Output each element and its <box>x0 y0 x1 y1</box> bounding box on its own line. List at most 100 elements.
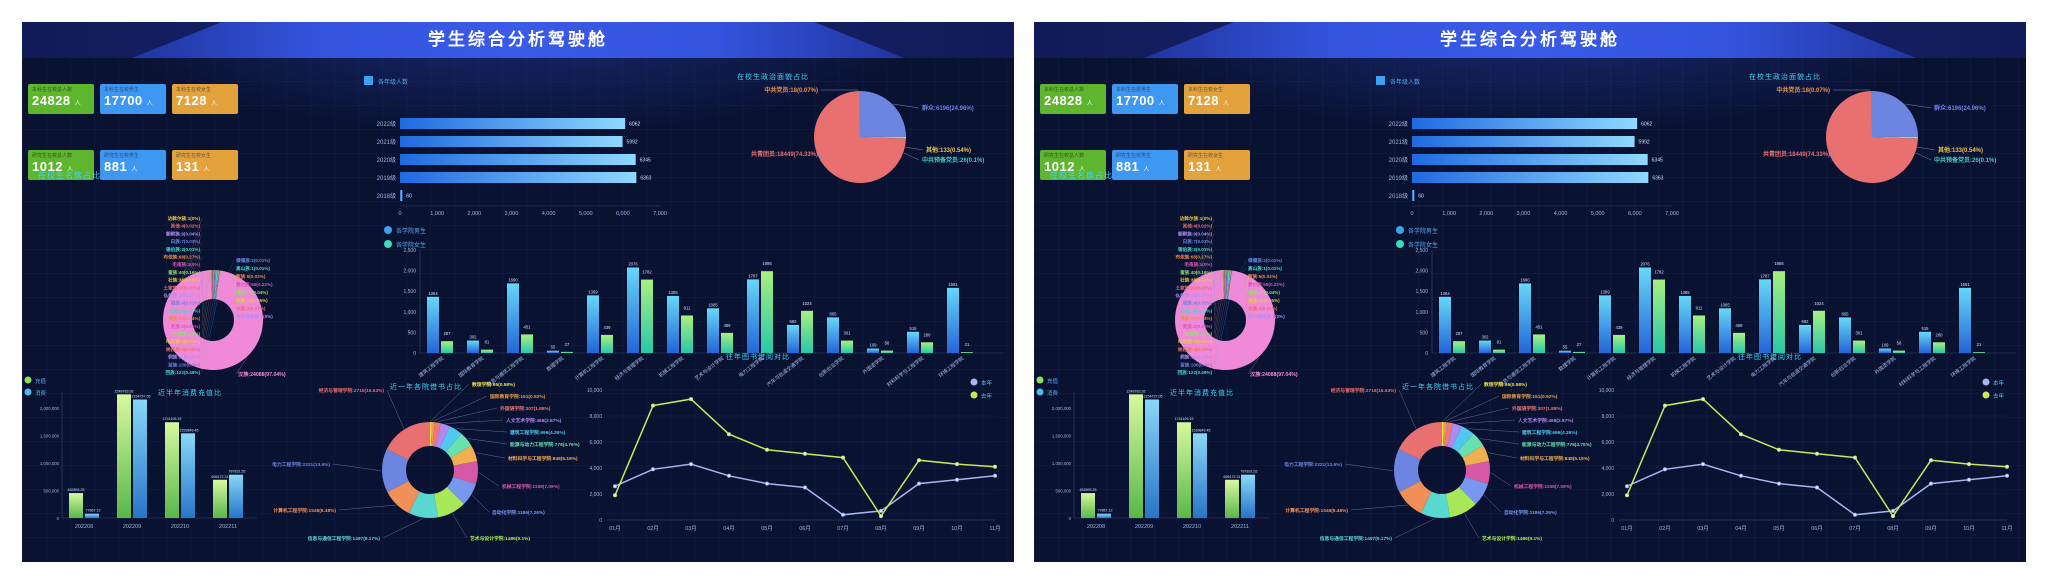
legend-item-recharge[interactable]: 充值 <box>24 376 47 386</box>
college-bar-male <box>1439 296 1451 353</box>
legend-item-library[interactable]: 去年 <box>1982 391 2005 401</box>
legend-item-recharge[interactable]: 充值 <box>1036 376 1059 386</box>
grade-bar-value: 6062 <box>629 122 640 128</box>
ethnic-slice-水族 <box>1227 270 1232 300</box>
pie-slice-中共预备党员 <box>860 137 906 139</box>
college-bar-female <box>641 279 653 353</box>
college-bar-male <box>1759 279 1771 353</box>
legend-item-college[interactable]: 各学院女生 <box>1396 240 1438 249</box>
svg-text:1,000: 1,000 <box>403 310 416 316</box>
ethnic-label: 羌族:2(0.01%) <box>171 323 201 330</box>
borrow-slice-自动化学院 <box>446 476 476 504</box>
library-point <box>840 512 845 517</box>
library-point <box>802 451 807 456</box>
svg-text:1,500: 1,500 <box>403 289 416 295</box>
grade-bar-value: 60 <box>1418 194 1424 200</box>
ethnic-slice-仫佬族 <box>1224 270 1225 300</box>
kpi-value: 1012 人 <box>32 159 74 174</box>
college-bar-female <box>1773 271 1785 353</box>
kpi-label: 研究生在校女生 <box>1188 153 1224 159</box>
grade-bar <box>400 172 637 183</box>
ethnic-slice-维族 <box>215 270 220 300</box>
college-bar-value: 1581 <box>948 282 958 287</box>
borrow-label: 艺术与设计学院:1486(9.1%) <box>1482 535 1542 542</box>
grade-category-label: 2021级 <box>377 138 396 146</box>
legend-item-library[interactable]: 本年 <box>1982 378 2005 388</box>
legend-item-college[interactable]: 各学院男生 <box>1396 226 1438 235</box>
library-point <box>2004 473 2009 478</box>
dashboard-header: 学生综合分析驾驶舱 <box>1034 22 2026 58</box>
library-point <box>1625 484 1630 489</box>
library-point <box>916 481 921 486</box>
borrow-label: 人文艺术学院:468(2.87%) <box>506 417 562 424</box>
pie-label: 共青团员:18449(74.33%) <box>1763 150 1830 158</box>
recharge-bar-value: 695172.31 <box>1224 475 1241 479</box>
ethnic-label: 黎族:5(0.02%) <box>1248 273 1278 280</box>
ethnic-label: 满族:85(0.34%) <box>167 315 200 322</box>
borrow-slice-艺术与设计学院 <box>434 486 464 518</box>
legend-item-college[interactable]: 各学院男生 <box>384 226 426 235</box>
library-point <box>1814 451 1819 456</box>
college-bar-value: 302 <box>1482 335 1490 340</box>
library-month-label: 05月 <box>1773 525 1785 532</box>
borrow-label: 电力工程学院:2221(13.6%) <box>272 461 330 468</box>
legend-item-recharge[interactable]: 消费 <box>24 388 47 398</box>
recharge-bar <box>1081 493 1095 518</box>
pie-label: 共青团员:18449(74.33%) <box>751 150 818 158</box>
ethnic-donut-chart: 达斡尔族:1(0%) 其他:4(0.02%) 朝鲜族:9(0.04%) 白族:7(0.… <box>1034 180 1374 415</box>
pie-slice-中共预备党员 <box>1872 137 1918 139</box>
ethnic-label: 苗族:100(0.4%) <box>168 361 200 368</box>
library-line-去年 <box>1626 398 2008 518</box>
ethnic-label: 回族:122(0.49%) <box>166 369 201 376</box>
legend-item-grade[interactable]: 各年级人数 <box>1376 76 1420 86</box>
grade-category-label: 2020级 <box>1389 156 1408 164</box>
svg-text:6,000: 6,000 <box>589 440 602 446</box>
grade-axis-tick: 2,000 <box>467 211 481 217</box>
library-point <box>1776 481 1781 486</box>
library-month-label: 08月 <box>875 525 887 532</box>
legend-item-library[interactable]: 去年 <box>970 391 993 401</box>
library-point <box>1966 462 1971 467</box>
legend-item-library[interactable]: 本年 <box>970 378 993 388</box>
grade-bar <box>400 190 403 201</box>
pie-label: 中共预备党员:26(0.1%) <box>922 156 984 164</box>
library-point <box>764 447 769 452</box>
library-month-label: 11月 <box>2001 525 2012 532</box>
grade-axis-tick: 5,000 <box>1591 211 1605 217</box>
ethnic-slice-土家族 <box>210 270 213 300</box>
borrow-slice-材料科学与工程学院 <box>450 445 478 466</box>
borrow-slice-机械工程学院 <box>1464 461 1490 484</box>
kpi-value: 17700 人 <box>104 93 154 108</box>
library-month-label: 02月 <box>1659 525 1671 532</box>
college-gender-bar-chart: 各学院男生 各学院女生 0 500 1,000 1,500 2,000 2,500 1364 28… <box>374 220 1014 398</box>
ethnic-label: 其他:14(0.06%) <box>168 307 200 314</box>
library-point <box>1738 473 1743 478</box>
college-bar-male <box>587 295 599 353</box>
pie-slice-共青团员 <box>1826 91 1918 183</box>
library-month-label: 06月 <box>799 525 811 532</box>
college-bar-male <box>707 308 719 353</box>
legend-item-college[interactable]: 各学院女生 <box>384 240 426 249</box>
ethnic-slice-苗族 <box>1225 270 1229 300</box>
library-point <box>726 473 731 478</box>
ethnic-chart-title: 在校生名族占比 <box>38 171 101 180</box>
college-bar-value: 301 <box>844 331 852 336</box>
borrow-chart-title: 近一年各院借书占比 <box>390 384 462 391</box>
kpi-label: 本科生在校女生 <box>1188 87 1224 93</box>
svg-text:8,000: 8,000 <box>1601 414 1614 420</box>
college-bar-male <box>907 331 919 353</box>
svg-text:0: 0 <box>599 518 602 524</box>
college-bar-value: 1024 <box>1814 301 1824 306</box>
college-bar-female <box>561 351 573 353</box>
borrow-slice-电力工程学院 <box>382 449 409 492</box>
svg-text:8,000: 8,000 <box>589 414 602 420</box>
legend-item-recharge[interactable]: 消费 <box>1036 388 1059 398</box>
legend-item-grade[interactable]: 各年级人数 <box>364 76 408 86</box>
ethnic-label: 蒙古族:55(0.22%) <box>1248 281 1285 288</box>
svg-text:0: 0 <box>57 516 60 521</box>
college-bar-male <box>667 295 679 353</box>
grade-bar <box>1412 172 1649 183</box>
library-point <box>1701 397 1706 402</box>
borrow-slice-经济与管理学院 <box>1398 422 1442 460</box>
